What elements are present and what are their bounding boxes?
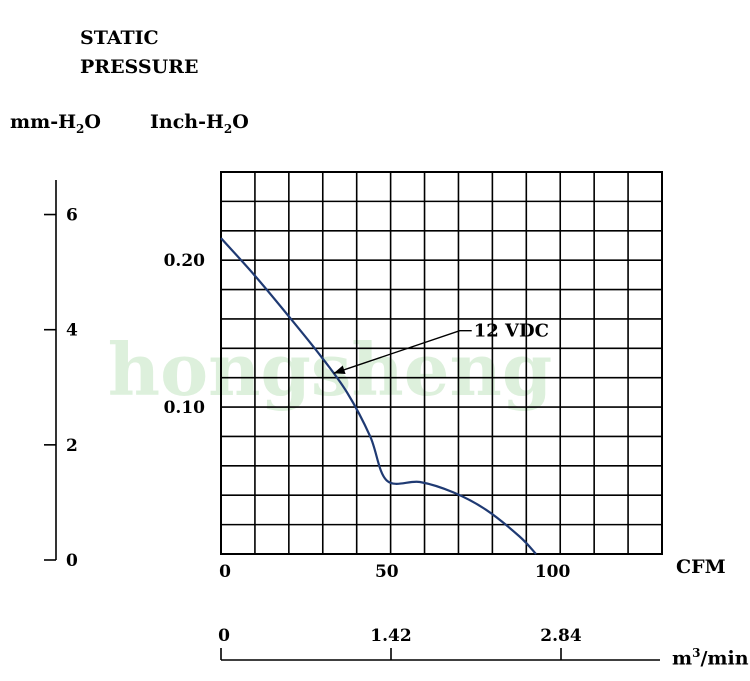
curve-annotation: 12 VDC	[333, 321, 549, 375]
m3-tick-label: 0	[218, 626, 230, 646]
cfm-axis-label: CFM	[676, 556, 726, 578]
m3-axis-label: m3/min	[672, 646, 749, 670]
m3-tick-label: 1.42	[370, 626, 411, 646]
annotation-arrowhead	[333, 365, 346, 375]
right-axis-unit-label: Inch-H2O	[150, 111, 249, 136]
cfm-tick-label: 100	[535, 562, 571, 582]
cfm-tick-label: 50	[375, 562, 399, 582]
grid-frame	[220, 171, 663, 555]
mm-tick-label: 4	[66, 321, 78, 341]
cfm-axis-ticks: 0 50 100	[219, 562, 570, 582]
mm-axis: 0 2 4 6	[44, 180, 78, 571]
m3-axis: 0 1.42 2.84	[218, 626, 660, 661]
chart-grid	[220, 171, 663, 555]
m3-tick-label: 2.84	[540, 626, 582, 646]
mm-tick-label: 2	[66, 436, 78, 456]
series-label-12vdc: 12 VDC	[474, 321, 549, 342]
left-axis-unit-label: mm-H2O	[10, 111, 101, 136]
cfm-tick-label: 0	[219, 562, 231, 582]
series-line-12vdc	[220, 237, 537, 555]
inch-tick-label: 0.10	[164, 398, 206, 418]
inch-axis-ticks: 0.10 0.20	[164, 251, 206, 418]
mm-tick-label: 6	[66, 206, 78, 226]
mm-tick-label: 0	[66, 551, 78, 571]
inch-tick-label: 0.20	[164, 251, 206, 271]
chart-title-line2: PRESSURE	[80, 56, 199, 78]
chart-title-line1: STATIC	[80, 27, 159, 49]
annotation-leader-line	[333, 329, 472, 374]
